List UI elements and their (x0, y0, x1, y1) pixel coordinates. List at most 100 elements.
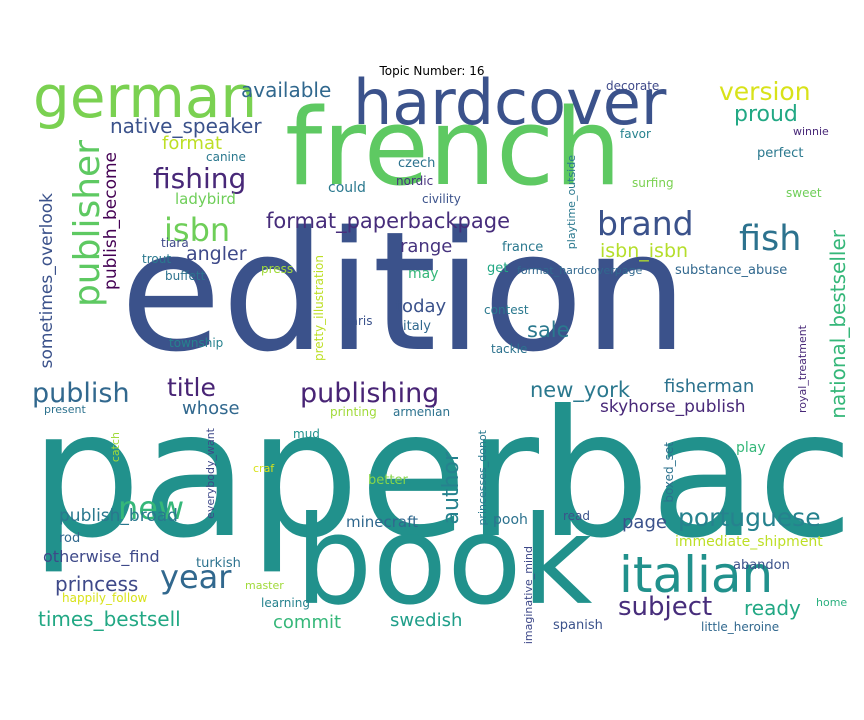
word-play: play (736, 440, 766, 456)
word-today: today (395, 296, 447, 317)
word-isbn-isbn: isbn_isbn (600, 240, 689, 262)
word-book: book (295, 490, 593, 632)
word-new: new (118, 489, 185, 527)
word-national-bestseller: national_bestseller (826, 230, 850, 419)
word-winnie: winnie (793, 125, 829, 138)
word-france: france (502, 240, 544, 255)
word-learning: learning (261, 596, 310, 610)
word-turkish: turkish (196, 556, 241, 571)
word-format-hardcoverpage: format_hardcoverpage (517, 264, 643, 277)
word-craf: craf (253, 462, 275, 475)
word-better: better (368, 473, 408, 488)
word-otherwise-find: otherwise_find (43, 547, 160, 566)
word-rod: rod (59, 531, 81, 546)
word-playtime-outside: playtime_outside (565, 155, 578, 250)
word-master: master (245, 579, 284, 592)
word-favor: favor (620, 127, 651, 141)
word-printing: printing (330, 405, 377, 419)
word-imaginative-mind: imaginative_mind (522, 546, 535, 645)
word-fish: fish (739, 219, 802, 259)
word-sweet: sweet (786, 186, 822, 200)
word-paris: paris (343, 314, 373, 328)
word-available: available (241, 78, 332, 102)
word-everybody-want: everybody_want (204, 428, 217, 519)
word-publish-become: publish_become (101, 152, 121, 290)
word-paperback: paperback (30, 374, 864, 577)
word-present: present (44, 403, 86, 416)
word-read: read (563, 509, 591, 523)
word-could: could (328, 180, 366, 196)
word-home: home (816, 596, 848, 609)
word-canine: canine (206, 150, 246, 164)
word-minecraft: minecraft (346, 513, 419, 531)
word-proud: proud (734, 102, 798, 127)
word-format-paperbackpage: format_paperbackpage (266, 209, 511, 233)
word-press: press (261, 262, 294, 276)
word-get: get (487, 261, 509, 276)
word-edition: edition (120, 196, 689, 388)
word-range: range (400, 236, 453, 257)
word-civility: civility (422, 192, 461, 206)
word-spanish: spanish (553, 618, 603, 633)
word-version: version (719, 77, 811, 106)
word-italian: italian (619, 546, 774, 604)
word-princesses-donot: princesses_donot (476, 430, 489, 526)
word-hardcover: hardcover (353, 66, 667, 139)
word-royal-treatment: royal_treatment (796, 325, 809, 413)
word-skyhorse-publish: skyhorse_publish (600, 397, 746, 417)
word-immediate-shipment: immediate_shipment (675, 534, 823, 550)
word-page: page (622, 512, 667, 533)
word-buffett: buffett (165, 269, 206, 283)
word-fishing: fishing (153, 162, 247, 195)
word-publish-broad: publish_broad (59, 506, 178, 526)
word-portuguese: portuguese (678, 503, 821, 532)
word-publishing: publishing (300, 378, 440, 409)
word-abandon: abandon (733, 558, 790, 573)
word-fisherman: fisherman (664, 376, 755, 397)
word-commit: commit (273, 612, 342, 633)
word-pooh: pooh (493, 512, 528, 528)
word-subject: subject (618, 592, 713, 622)
word-tackle: tackle (491, 342, 528, 356)
word-princess: princess (55, 572, 139, 596)
word-brand: brand (597, 204, 694, 243)
word-township: township (169, 336, 224, 350)
word-format: format (162, 133, 223, 154)
word-year: year (160, 558, 232, 596)
word-substance-abuse: substance_abuse (675, 263, 788, 278)
word-french: french (285, 86, 622, 209)
word-sometimes-overlook: sometimes_overlook (37, 193, 57, 369)
word-trout: trout (142, 252, 172, 266)
word-swedish: swedish (390, 610, 463, 631)
word-nordic: nordic (396, 174, 434, 188)
word-pretty-illustration: pretty_illustration (312, 255, 326, 362)
word-sale: sale (527, 318, 570, 342)
word-czech: czech (398, 156, 436, 171)
word-angler: angler (186, 243, 247, 265)
word-surfing: surfing (632, 176, 674, 190)
word-publish: publish (32, 378, 130, 409)
chart-title: Topic Number: 16 (379, 64, 485, 78)
word-ladybird: ladybird (175, 190, 236, 208)
word-mud: mud (293, 427, 320, 441)
word-native-speaker: native_speaker (110, 114, 262, 138)
word-italy: italy (403, 319, 431, 334)
word-title: title (167, 373, 216, 402)
word-armenian: armenian (393, 405, 451, 419)
word-new-york: new_york (530, 378, 630, 402)
word-catch: catch (109, 432, 122, 463)
word-contest: contest (484, 303, 529, 317)
word-tiara: tiara (161, 236, 189, 250)
word-whose: whose (182, 398, 240, 419)
word-times-bestsell: times_bestsell (38, 607, 181, 631)
word-isbn: isbn (164, 211, 231, 249)
word-boxed-set: boxed_set (662, 442, 676, 503)
word-perfect: perfect (757, 146, 804, 161)
word-happily-follow: happily_follow (62, 591, 148, 605)
word-may: may (408, 266, 439, 282)
word-little-heroine: little_heroine (701, 620, 780, 634)
word-author: author (439, 452, 464, 525)
word-german: german (33, 63, 258, 131)
word-ready: ready (744, 596, 801, 620)
